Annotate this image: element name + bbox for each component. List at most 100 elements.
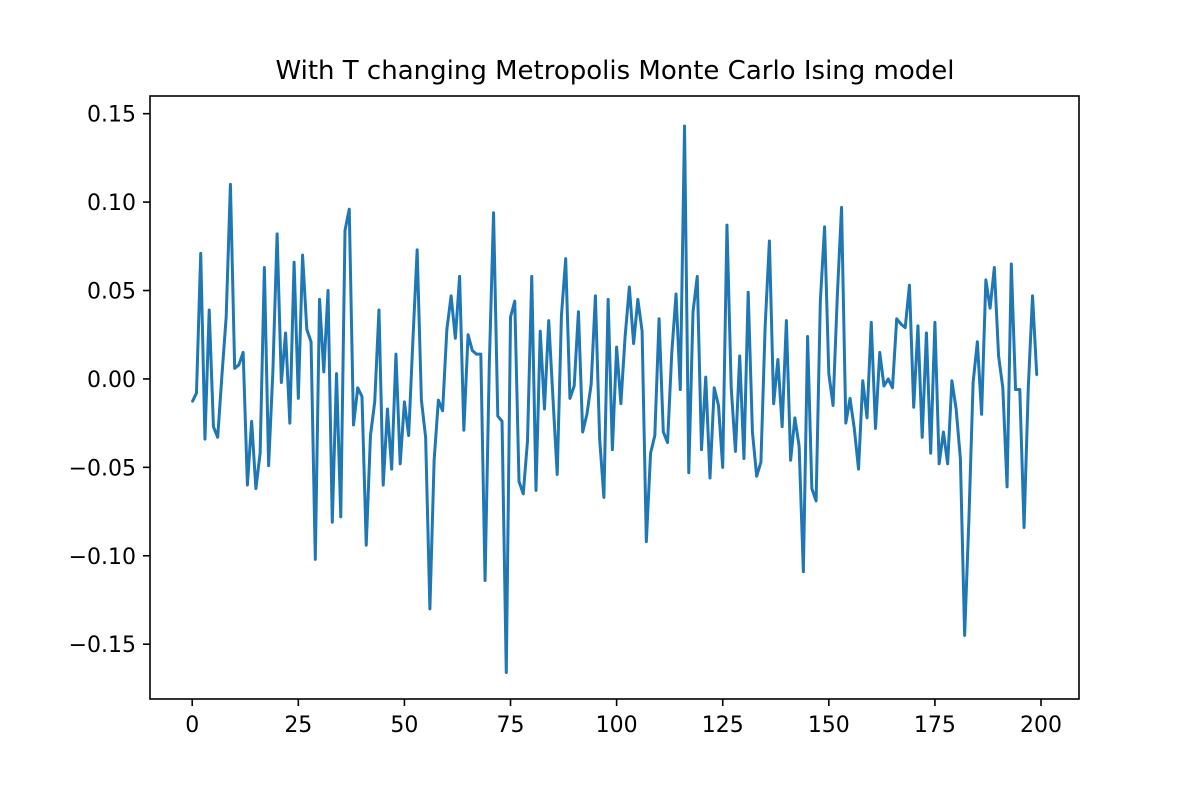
data-point	[615, 346, 618, 348]
data-point	[254, 487, 257, 490]
data-point	[950, 379, 953, 382]
data-point	[501, 420, 503, 423]
data-point	[569, 397, 571, 400]
y-tick-label: −0.05	[69, 456, 136, 481]
data-point	[1023, 526, 1025, 529]
data-point	[781, 425, 784, 428]
data-point	[1006, 485, 1008, 488]
data-point	[679, 388, 682, 391]
y-tick-label: 0.05	[87, 280, 136, 305]
data-point	[577, 310, 580, 313]
data-point	[645, 540, 648, 543]
data-point	[844, 422, 847, 425]
data-point	[696, 275, 699, 278]
data-point	[895, 317, 898, 320]
data-point	[619, 402, 622, 405]
data-point	[403, 401, 406, 403]
data-point	[573, 385, 576, 387]
data-point	[1014, 388, 1017, 391]
data-point	[900, 323, 902, 326]
data-point	[420, 399, 423, 402]
x-tick-label: 75	[497, 713, 525, 738]
data-point	[458, 275, 461, 278]
data-point	[454, 337, 457, 340]
data-point	[963, 634, 966, 637]
data-point	[204, 438, 206, 440]
data-point	[815, 500, 817, 502]
data-point	[399, 462, 402, 465]
data-point	[526, 439, 529, 442]
data-point	[518, 480, 520, 483]
data-point	[764, 324, 767, 327]
data-point	[704, 376, 707, 379]
data-point	[212, 425, 215, 428]
data-point	[925, 332, 928, 334]
data-point	[980, 413, 983, 416]
data-point	[908, 284, 911, 287]
data-point	[649, 452, 652, 455]
data-point	[967, 519, 970, 522]
data-point	[624, 335, 627, 338]
data-point	[250, 420, 253, 423]
data-point	[760, 461, 762, 463]
data-point	[437, 399, 440, 402]
data-point	[492, 211, 495, 214]
y-axis: −0.15 −0.10 −0.05 0.00 0.05 0.10 0.15	[69, 103, 150, 658]
data-point	[989, 307, 991, 310]
data-point	[195, 392, 198, 394]
data-point	[891, 386, 894, 389]
data-point	[484, 579, 486, 582]
y-tick-label: −0.10	[69, 545, 136, 570]
x-tick-label: 175	[914, 713, 956, 738]
data-point	[509, 316, 512, 318]
data-point	[297, 397, 300, 400]
data-point	[870, 321, 873, 324]
data-point	[288, 422, 291, 425]
data-point	[395, 353, 397, 356]
data-point	[445, 328, 448, 331]
data-point	[883, 385, 885, 387]
data-point	[467, 333, 469, 336]
data-point	[632, 342, 635, 345]
data-point	[997, 355, 1000, 357]
data-point	[611, 448, 614, 451]
data-point	[450, 294, 453, 297]
data-point	[331, 521, 334, 524]
data-point	[433, 459, 436, 462]
data-point	[322, 370, 325, 373]
data-point	[513, 300, 516, 303]
data-point	[866, 416, 868, 419]
data-point	[687, 471, 690, 474]
data-point	[904, 326, 907, 329]
data-point	[776, 358, 779, 361]
data-point	[271, 370, 274, 373]
plot-frame	[149, 95, 1080, 700]
y-tick-label: 0.15	[87, 103, 136, 128]
data-point	[361, 395, 363, 398]
data-point	[373, 401, 376, 403]
data-point	[878, 351, 881, 354]
data-point	[946, 462, 949, 465]
data-point	[305, 328, 308, 331]
data-point	[607, 298, 610, 301]
data-point	[772, 402, 775, 405]
data-point	[335, 372, 338, 375]
data-point	[832, 404, 834, 407]
data-point	[344, 229, 346, 232]
data-point	[496, 415, 499, 417]
data-point	[861, 379, 864, 382]
data-point	[806, 335, 809, 338]
data-point	[768, 240, 771, 242]
data-point	[229, 183, 232, 186]
data-point	[666, 441, 669, 444]
data-point	[216, 436, 219, 439]
data-point	[598, 438, 601, 440]
data-point	[755, 475, 758, 478]
data-point	[428, 607, 431, 610]
x-tick-label: 100	[596, 713, 638, 738]
data-point	[628, 286, 631, 288]
data-point	[802, 570, 805, 573]
data-point	[293, 261, 295, 264]
data-point	[747, 291, 750, 294]
data-point	[369, 434, 372, 437]
